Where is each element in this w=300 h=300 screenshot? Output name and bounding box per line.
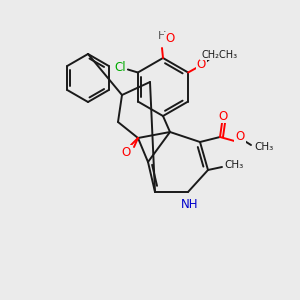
- Text: H: H: [158, 31, 166, 41]
- Text: O: O: [218, 110, 228, 122]
- Text: O: O: [196, 58, 206, 71]
- Text: O: O: [236, 130, 244, 143]
- Text: CH₃: CH₃: [254, 142, 274, 152]
- Text: O: O: [165, 32, 175, 46]
- Text: NH: NH: [181, 197, 199, 211]
- Text: CH₃: CH₃: [224, 160, 244, 170]
- Text: O: O: [122, 146, 130, 158]
- Text: CH₂CH₃: CH₂CH₃: [201, 50, 237, 59]
- Text: Cl: Cl: [114, 61, 126, 74]
